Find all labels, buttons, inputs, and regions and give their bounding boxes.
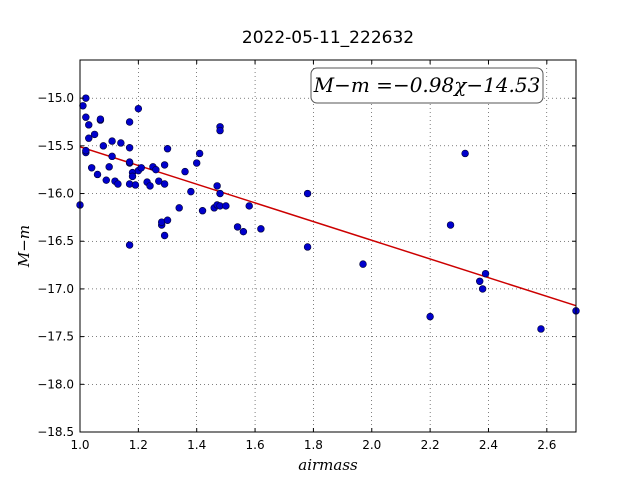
- data-point: [137, 164, 145, 172]
- data-point: [481, 269, 490, 278]
- data-point: [117, 139, 125, 147]
- x-tick-label: 1.8: [304, 438, 323, 452]
- data-point: [160, 161, 169, 169]
- data-point: [163, 145, 172, 153]
- x-tick-label: 2.0: [362, 438, 381, 452]
- data-point: [478, 285, 487, 293]
- x-tick-label: 1.2: [129, 438, 148, 452]
- x-tick-label: 2.2: [421, 438, 440, 452]
- data-point: [537, 325, 545, 333]
- y-tick-label: −16.5: [37, 234, 74, 248]
- y-tick-label: −18.5: [37, 425, 74, 439]
- data-point: [303, 243, 312, 251]
- data-point: [160, 180, 169, 188]
- data-point: [152, 165, 160, 174]
- y-tick-label: −16.0: [37, 187, 74, 201]
- x-tick-label: 1.0: [70, 438, 89, 452]
- data-point: [82, 113, 90, 121]
- y-tick-label: −15.0: [37, 91, 74, 105]
- data-point: [134, 104, 143, 113]
- data-point: [476, 277, 484, 285]
- y-tick-label: −18.0: [37, 377, 74, 391]
- data-point: [96, 115, 105, 123]
- data-point: [198, 207, 207, 215]
- y-tick-label: −17.5: [37, 330, 74, 344]
- x-tick-label: 2.4: [479, 438, 498, 452]
- data-point: [85, 134, 93, 142]
- x-tick-label: 1.4: [187, 438, 206, 452]
- fit-line: [79, 146, 577, 307]
- data-point: [131, 181, 140, 189]
- data-point: [146, 182, 154, 190]
- data-points: [76, 94, 580, 333]
- chart-title: 2022-05-11_222632: [242, 28, 414, 48]
- data-point: [257, 225, 265, 233]
- data-point: [114, 180, 122, 188]
- data-point: [90, 130, 99, 139]
- x-tick-label: 2.6: [537, 438, 556, 452]
- fit-line-layer: [79, 146, 577, 307]
- data-point: [359, 260, 367, 268]
- equation-box: [310, 67, 544, 104]
- data-point: [125, 158, 134, 166]
- x-tick-label: 1.6: [246, 438, 265, 452]
- data-point: [239, 227, 248, 236]
- axis-ticks: 1.0 1.2 1.4 1.6 1.8 2.0 2.2 2.4 2.6 −15.0 −15.5 −16…: [37, 60, 576, 452]
- data-point: [125, 241, 134, 249]
- data-point: [175, 204, 183, 212]
- data-point: [216, 189, 224, 198]
- data-point: [128, 172, 137, 181]
- data-point: [181, 167, 189, 176]
- data-point: [99, 142, 108, 150]
- data-point: [222, 202, 230, 210]
- data-point: [79, 102, 87, 110]
- data-point: [108, 152, 116, 161]
- y-tick-label: −17.0: [37, 282, 74, 296]
- y-tick-label: −15.5: [37, 139, 74, 153]
- data-point: [193, 159, 201, 167]
- data-point: [102, 176, 110, 184]
- data-point: [108, 137, 116, 145]
- data-point: [125, 118, 134, 126]
- data-point: [461, 149, 469, 158]
- data-point: [163, 216, 172, 224]
- data-point: [187, 187, 195, 196]
- data-point: [160, 231, 169, 240]
- data-point: [87, 164, 96, 172]
- data-point: [85, 121, 93, 129]
- equation-text: M−m =−0.98χ−14.53: [313, 73, 541, 97]
- plot-frame: [79, 59, 577, 433]
- data-point: [93, 170, 102, 179]
- data-point: [426, 312, 434, 321]
- data-point: [245, 202, 253, 210]
- data-point: [303, 189, 312, 198]
- y-axis-label: M−m: [15, 225, 33, 268]
- data-point: [195, 149, 204, 158]
- equation-annotation: M−m =−0.98χ−14.53: [310, 67, 544, 104]
- x-axis-label: airmass: [298, 456, 358, 474]
- data-point: [233, 223, 242, 231]
- data-point: [105, 163, 113, 171]
- data-point: [125, 144, 134, 152]
- data-point: [213, 182, 221, 190]
- data-point: [155, 177, 163, 185]
- data-point: [216, 126, 224, 135]
- data-point: [446, 221, 455, 229]
- data-point: [82, 146, 90, 155]
